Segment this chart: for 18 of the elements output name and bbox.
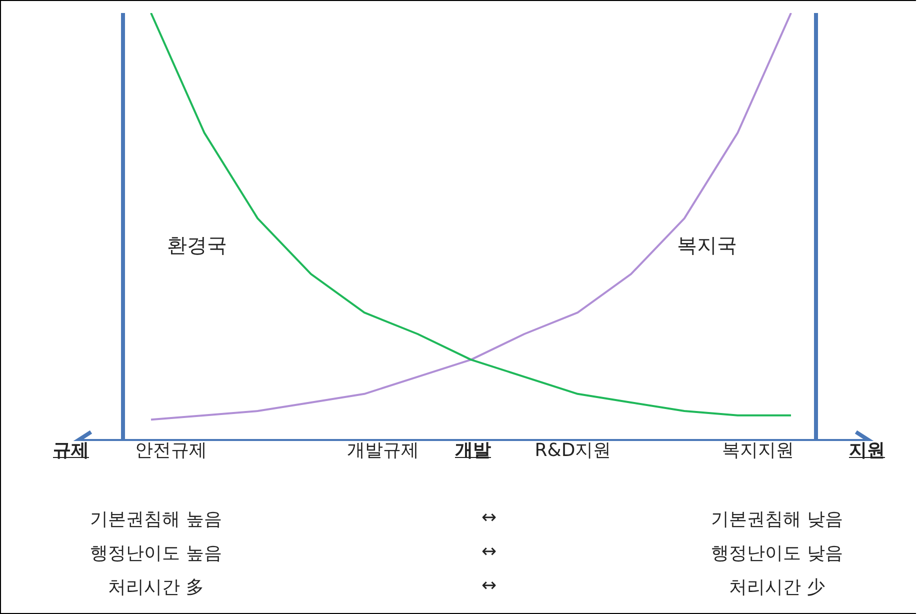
annotation: 지원 xyxy=(849,439,885,462)
text: 행정난이도 낮음 xyxy=(711,542,843,565)
annotation: 개발 xyxy=(455,439,491,462)
text: 처리시간 少 xyxy=(729,576,825,599)
text: ↔ xyxy=(481,507,497,528)
text: 처리시간 多 xyxy=(108,576,204,599)
text: ↔ xyxy=(481,575,497,596)
annotation: R&D지원 xyxy=(534,439,612,462)
annotation: 안전규제 xyxy=(135,439,207,462)
text: ↔ xyxy=(481,541,497,562)
series-label: 환경국 xyxy=(167,233,227,258)
annotation: 개발규제 xyxy=(347,439,419,462)
annotation: 규제 xyxy=(53,439,89,462)
series-label: 복지국 xyxy=(677,233,737,258)
text: 행정난이도 높음 xyxy=(90,542,222,565)
text: 기본권침해 낮음 xyxy=(711,508,843,531)
text: 기본권침해 높음 xyxy=(90,508,222,531)
annotation: 복지지원 xyxy=(722,439,794,462)
